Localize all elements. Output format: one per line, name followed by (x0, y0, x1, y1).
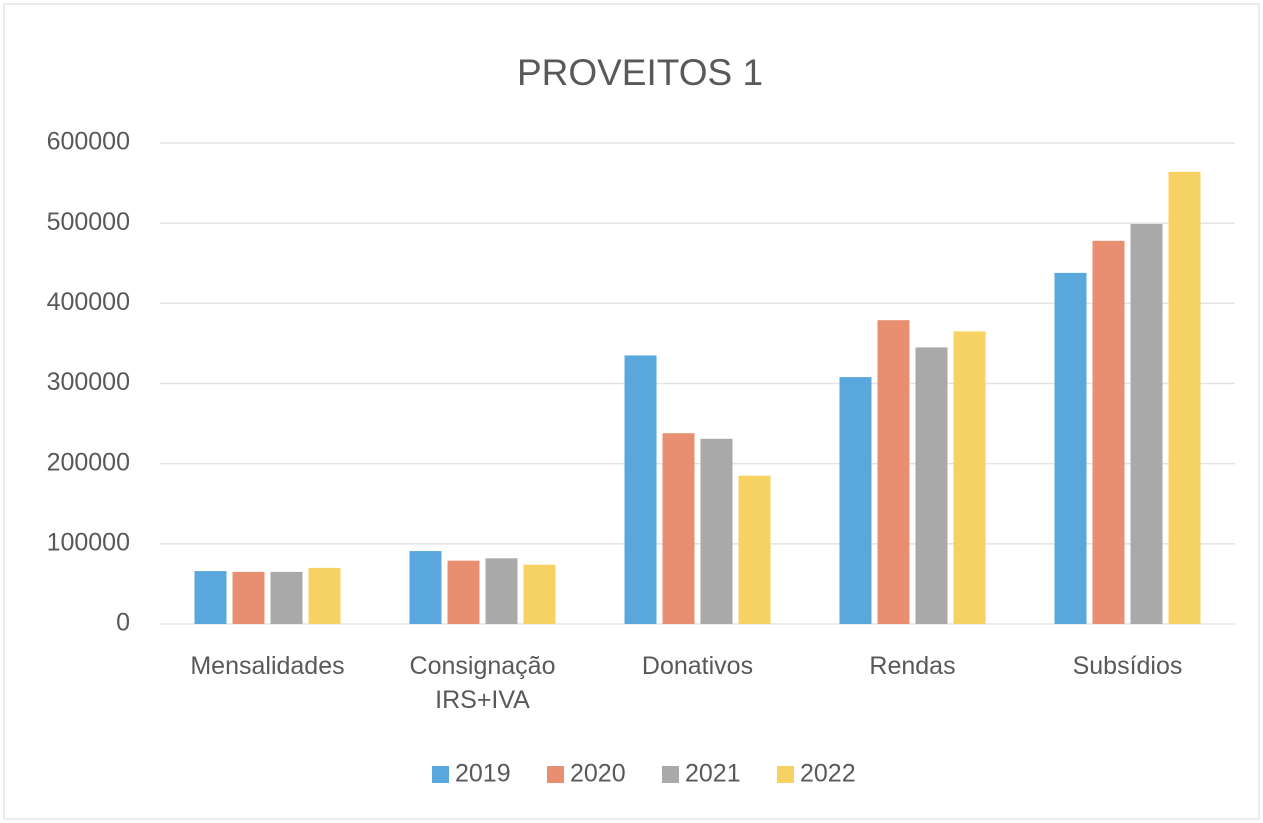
bar (485, 558, 518, 624)
legend-label: 2021 (685, 760, 741, 788)
bar (308, 567, 341, 624)
chart-border (3, 3, 1260, 820)
y-tick-label: 400000 (47, 288, 130, 316)
y-tick-label: 500000 (47, 208, 130, 236)
legend-swatch (547, 766, 564, 783)
bar (953, 331, 986, 624)
legend-label: 2019 (455, 760, 511, 788)
bar (194, 571, 227, 624)
bar (877, 320, 910, 624)
x-tick-label: Consignação IRS+IVA (409, 652, 556, 714)
legend-swatch (777, 766, 794, 783)
chart-title: PROVEITOS 1 (517, 52, 763, 93)
x-tick-label: Donativos (641, 652, 754, 680)
y-tick-label: 300000 (47, 368, 130, 396)
legend-swatch (662, 766, 679, 783)
bar (1130, 223, 1163, 625)
y-tick-label: 100000 (47, 528, 130, 556)
bar (624, 355, 657, 624)
bar (447, 560, 480, 624)
legend-label: 2020 (570, 760, 626, 788)
bar (915, 347, 948, 624)
x-tick-label: Rendas (869, 652, 956, 680)
legend-swatch (432, 766, 449, 783)
bar (700, 438, 733, 624)
x-tick-label: Subsídios (1072, 652, 1183, 680)
bar (839, 377, 872, 624)
bar (232, 571, 265, 624)
y-tick-label: 200000 (47, 448, 130, 476)
bar (523, 564, 556, 624)
bar (1168, 171, 1201, 625)
bar (738, 475, 771, 624)
bar (1054, 272, 1087, 624)
y-tick-label: 600000 (47, 128, 130, 156)
bar (1092, 240, 1125, 624)
legend-label: 2022 (800, 760, 856, 788)
y-tick-label: 0 (116, 609, 130, 637)
x-tick-label: Mensalidades (190, 652, 345, 680)
bar (662, 433, 695, 624)
bar (409, 551, 442, 624)
bar (270, 571, 303, 624)
